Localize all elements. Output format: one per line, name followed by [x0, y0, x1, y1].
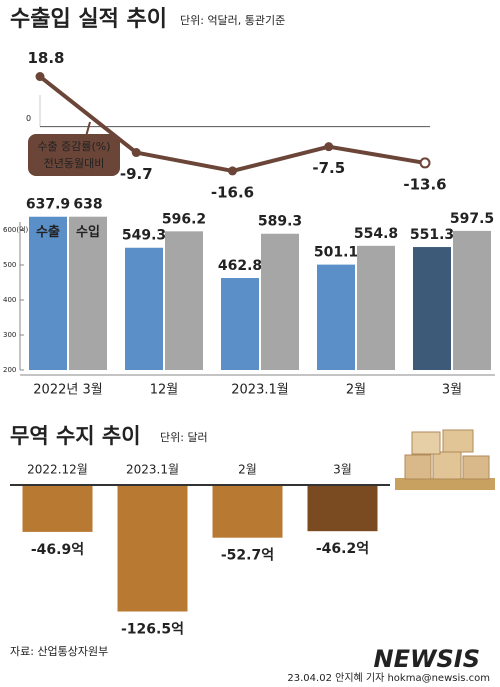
x-tick-label: 2월: [346, 383, 366, 398]
x-tick-label: 2월: [238, 463, 257, 477]
legend-label: 수출 증감률(%): [37, 140, 110, 153]
boxes-illustration: [395, 429, 495, 490]
value-label: 554.8: [354, 226, 398, 242]
y-tick-label: 0: [26, 114, 31, 123]
bar: [165, 231, 203, 370]
bar: [453, 230, 491, 370]
value-label: 462.8: [218, 258, 262, 274]
y-tick-label: 300: [3, 331, 16, 339]
x-tick-label: 3월: [333, 463, 352, 477]
bar: [307, 485, 378, 532]
chart-title: 무역 수지 추이: [10, 424, 141, 448]
bar: [22, 485, 93, 532]
legend-label: 수출: [36, 224, 60, 240]
value-label: -9.7: [120, 165, 153, 183]
point: [131, 148, 141, 158]
value-label: -16.6: [211, 183, 254, 201]
value-label: 18.8: [27, 49, 64, 67]
annotation: 전년동월대비: [44, 157, 105, 170]
point: [324, 142, 334, 152]
value-label: -13.6: [403, 175, 446, 193]
x-tick-label: 2023.1월: [231, 383, 288, 398]
bar: [261, 233, 299, 370]
bar: [221, 278, 259, 370]
value-label: -7.5: [312, 159, 345, 177]
x-tick-label: 2022년 3월: [33, 383, 102, 398]
value-label: 597.5: [450, 211, 494, 227]
bar: [413, 247, 451, 370]
value-label: 551.3: [410, 227, 454, 243]
value-label: 549.3: [122, 228, 166, 244]
value-label: -46.9억: [31, 542, 84, 558]
value-label: 589.3: [258, 214, 302, 230]
source: 자료: 산업통상자원부: [10, 645, 108, 658]
bar: [317, 264, 355, 370]
chart-subtitle: 단위: 억달러, 통관기준: [180, 14, 285, 27]
bar: [69, 216, 107, 370]
point: [35, 72, 45, 82]
y-tick-label: 200: [3, 366, 16, 374]
value-label: -46.2억: [316, 541, 369, 557]
x-tick-label: 12월: [150, 383, 179, 398]
bar: [125, 247, 163, 370]
value-label: -126.5억: [121, 622, 184, 638]
y-tick-label: 600(억): [3, 226, 29, 234]
x-tick-label: 2023.1월: [126, 463, 179, 477]
bar: [357, 245, 395, 370]
legend-label: 수입: [76, 225, 100, 240]
bar: [117, 485, 188, 612]
value-label: -52.7억: [221, 548, 274, 564]
value-label: 596.2: [162, 211, 206, 227]
chart-subtitle: 단위: 달러: [160, 431, 208, 444]
x-tick-label: 3월: [442, 383, 462, 398]
bar: [212, 485, 283, 538]
bar: [29, 216, 67, 370]
value-label: 501.1: [314, 245, 358, 261]
value-label: 637.9: [26, 197, 70, 213]
x-tick-label: 2022.12월: [27, 463, 88, 477]
annotation-box: [28, 134, 120, 176]
point: [419, 157, 431, 169]
chart-title: 수출입 실적 추이: [10, 7, 167, 32]
watermark: NEWSIS: [374, 645, 480, 673]
y-tick-label: 400: [3, 296, 16, 304]
credit: 23.04.02 안지혜 기자 hokma@newsis.com: [287, 672, 490, 684]
y-tick-label: 500: [3, 261, 16, 269]
point: [228, 166, 237, 176]
value-label: 638: [73, 197, 102, 213]
